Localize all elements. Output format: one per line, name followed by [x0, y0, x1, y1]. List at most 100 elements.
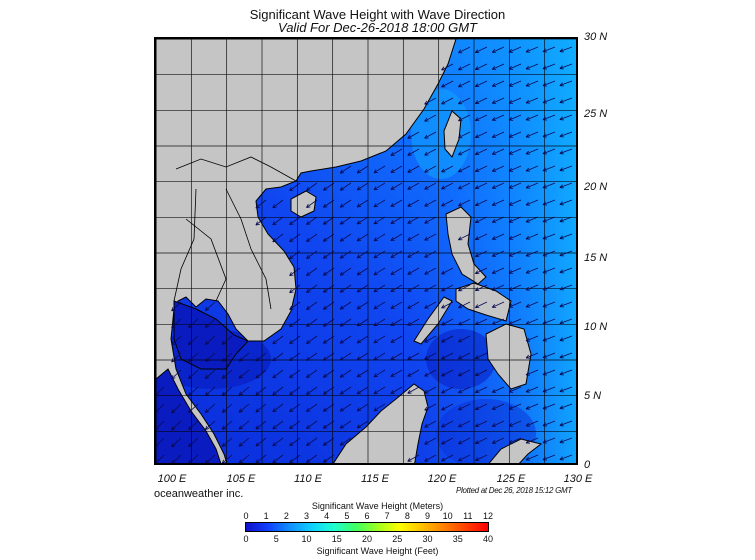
- wave-direction-arrow: [525, 454, 539, 461]
- wave-direction-arrow: [525, 216, 539, 223]
- wave-direction-arrow: [306, 369, 318, 378]
- lat-label-25n: 25 N: [584, 108, 608, 120]
- wave-height-map[interactable]: [154, 37, 578, 465]
- meter-tick-label: 5: [344, 511, 350, 521]
- wave-direction-arrow: [458, 420, 471, 428]
- country-borders: [173, 156, 297, 310]
- wave-direction-arrow: [339, 318, 352, 327]
- wave-direction-arrow: [559, 369, 573, 376]
- wave-direction-arrow: [474, 284, 488, 292]
- mainland-asia-landmass: [156, 39, 457, 463]
- wave-direction-arrow: [339, 284, 352, 293]
- wave-direction-arrow: [390, 386, 403, 394]
- wave-direction-arrow: [458, 352, 471, 360]
- lon-label-120e: 120 E: [427, 473, 457, 485]
- wave-direction-arrow: [458, 335, 471, 343]
- wave-direction-arrow: [559, 420, 573, 427]
- wave-direction-arrow: [339, 352, 352, 361]
- wave-direction-arrow: [458, 165, 471, 173]
- wave-direction-arrow: [373, 216, 386, 225]
- valid-time-subtitle: Valid For Dec-26-2018 18:00 GMT: [278, 20, 477, 35]
- wave-direction-arrow: [306, 437, 318, 446]
- wave-direction-arrow: [221, 403, 233, 413]
- wave-direction-arrow: [289, 250, 301, 260]
- wave-direction-arrow: [238, 420, 250, 430]
- wave-direction-arrow: [390, 318, 403, 326]
- wave-direction-arrow: [458, 454, 471, 462]
- wave-direction-arrow: [339, 369, 352, 378]
- wave-direction-arrow: [289, 386, 301, 396]
- wave-direction-arrow: [255, 216, 267, 226]
- wave-direction-arrow: [424, 301, 437, 309]
- wave-direction-arrow: [508, 216, 522, 223]
- wave-direction-arrow: [373, 369, 386, 378]
- wave-direction-arrow: [188, 403, 199, 414]
- wave-direction-arrow: [559, 165, 573, 172]
- wave-direction-arrow: [525, 369, 539, 376]
- wave-direction-arrow: [289, 335, 301, 345]
- wave-direction-arrow: [441, 437, 454, 445]
- wave-direction-arrow: [407, 267, 420, 275]
- taiwan-island: [443, 110, 462, 158]
- lat-lon-grid: [156, 39, 576, 463]
- company-credit: oceanweather inc.: [154, 488, 244, 500]
- wave-direction-arrow: [474, 63, 488, 71]
- wave-direction-arrow: [289, 437, 301, 447]
- lon-label-100e: 100 E: [157, 473, 187, 485]
- wave-direction-arrow: [272, 420, 284, 430]
- wave-direction-arrow: [441, 63, 454, 71]
- wave-direction-arrow: [373, 335, 386, 344]
- wave-direction-arrow: [339, 335, 352, 344]
- wave-direction-arrow: [322, 284, 335, 293]
- borneo-island: [333, 383, 429, 463]
- wave-direction-arrow: [441, 318, 454, 326]
- feet-tick-label: 5: [273, 534, 279, 544]
- wave-direction-arrow: [474, 352, 488, 360]
- wave-direction-arrow: [373, 386, 386, 395]
- wave-direction-arrow: [356, 165, 369, 174]
- wave-direction-arrow: [474, 250, 488, 258]
- wave-direction-arrow: [542, 114, 556, 121]
- wave-direction-arrow: [289, 369, 301, 379]
- strait-high-wave-zone: [411, 89, 471, 179]
- wave-direction-arrow: [458, 114, 471, 122]
- wave-direction-arrow: [491, 165, 505, 172]
- wave-direction-arrow: [542, 233, 556, 240]
- wave-direction-arrow: [542, 335, 556, 342]
- wave-direction-arrow: [356, 199, 369, 208]
- wave-direction-arrow: [542, 284, 556, 291]
- wave-direction-arrow: [441, 97, 454, 105]
- feet-tick-label: 10: [301, 534, 312, 544]
- wave-direction-arrow: [559, 352, 573, 359]
- wave-direction-arrow: [390, 216, 403, 224]
- meter-tick-label: 3: [303, 511, 310, 521]
- wave-direction-arrow: [306, 420, 318, 429]
- wave-direction-arrow: [525, 114, 539, 121]
- wave-direction-arrow: [508, 63, 522, 70]
- wave-direction-arrow: [407, 165, 420, 173]
- wave-direction-arrow: [255, 454, 267, 463]
- wave-direction-arrow: [458, 182, 471, 190]
- wave-direction-arrow: [441, 80, 454, 88]
- wave-direction-arrow: [542, 369, 556, 376]
- wave-direction-arrow: [559, 454, 573, 461]
- wave-direction-arrow: [255, 437, 267, 447]
- wave-direction-arrow: [458, 284, 471, 292]
- wave-direction-arrow: [289, 233, 301, 243]
- wave-direction-arrow: [339, 437, 352, 446]
- wave-direction-arrow: [458, 80, 471, 88]
- wave-direction-arrow: [322, 182, 335, 191]
- wave-direction-arrow: [238, 454, 250, 463]
- feet-tick-label: 30: [422, 534, 433, 544]
- wave-direction-arrow: [491, 250, 505, 257]
- wave-direction-arrow: [474, 182, 488, 190]
- wave-direction-arrow: [559, 63, 573, 70]
- wave-direction-arrow: [322, 369, 335, 378]
- wave-direction-arrow: [255, 403, 267, 413]
- meter-tick-label: 6: [364, 511, 370, 521]
- wave-direction-arrow: [188, 318, 199, 329]
- meter-tick-label: 11: [463, 511, 473, 521]
- wave-direction-arrow: [441, 267, 454, 275]
- meter-tick-label: 1: [263, 511, 269, 521]
- wave-direction-arrow: [407, 182, 420, 190]
